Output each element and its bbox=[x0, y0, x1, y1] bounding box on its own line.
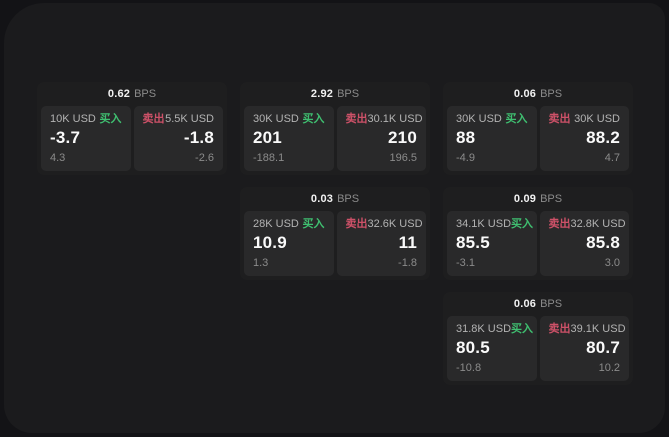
sell-cell[interactable]: 卖出 30.1K USD 210 196.5 bbox=[336, 106, 426, 171]
buy-cell[interactable]: 30K USD 买入 88 -4.9 bbox=[447, 106, 537, 171]
sell-delta: 196.5 bbox=[389, 152, 417, 164]
buy-cell[interactable]: 34.1K USD 买入 85.5 -3.1 bbox=[447, 211, 537, 276]
sell-side-label: 卖出 bbox=[345, 218, 368, 230]
quote-card: 0.03 BPS 28K USD 买入 10.9 1.3 卖出 32.6K US… bbox=[240, 187, 430, 280]
buy-side-label: 买入 bbox=[511, 218, 534, 230]
card-body: 31.8K USD 买入 80.5 -10.8 卖出 39.1K USD 80.… bbox=[447, 316, 629, 381]
bps-value: 0.62 bbox=[107, 88, 131, 100]
sell-price: -1.8 bbox=[183, 128, 214, 147]
sell-price: 210 bbox=[388, 128, 417, 147]
sell-amount: 32.6K USD bbox=[367, 218, 423, 230]
sell-delta: 10.2 bbox=[598, 362, 620, 374]
quote-card: 2.92 BPS 30K USD 买入 201 -188.1 卖出 30.1K … bbox=[240, 82, 430, 175]
card-header: 0.06 BPS bbox=[447, 292, 629, 316]
buy-delta: 1.3 bbox=[253, 257, 269, 269]
bps-unit: BPS bbox=[540, 298, 563, 310]
card-header: 0.62 BPS bbox=[41, 82, 223, 106]
bps-value: 0.06 bbox=[513, 88, 537, 100]
buy-side-label: 买入 bbox=[505, 113, 528, 125]
buy-side-label: 买入 bbox=[511, 323, 534, 335]
card-header: 0.06 BPS bbox=[447, 82, 629, 106]
sell-delta: -2.6 bbox=[195, 152, 214, 164]
buy-delta: 4.3 bbox=[50, 152, 66, 164]
sell-cell[interactable]: 卖出 30K USD 88.2 4.7 bbox=[539, 106, 629, 171]
quote-card: 0.09 BPS 34.1K USD 买入 85.5 -3.1 卖出 32.8K… bbox=[443, 187, 633, 280]
buy-cell[interactable]: 31.8K USD 买入 80.5 -10.8 bbox=[447, 316, 537, 381]
sell-delta: 3.0 bbox=[604, 257, 620, 269]
bps-unit: BPS bbox=[540, 88, 563, 100]
sell-delta: 4.7 bbox=[604, 152, 620, 164]
buy-cell[interactable]: 10K USD 买入 -3.7 4.3 bbox=[41, 106, 131, 171]
bps-value: 0.06 bbox=[513, 298, 537, 310]
sell-cell[interactable]: 卖出 39.1K USD 80.7 10.2 bbox=[539, 316, 629, 381]
sell-delta: -1.8 bbox=[398, 257, 417, 269]
sell-amount: 5.5K USD bbox=[165, 113, 214, 125]
quote-card: 0.06 BPS 30K USD 买入 88 -4.9 卖出 30K USD bbox=[443, 82, 633, 175]
buy-price: 88 bbox=[456, 128, 476, 147]
sell-cell[interactable]: 卖出 5.5K USD -1.8 -2.6 bbox=[133, 106, 223, 171]
card-header: 0.03 BPS bbox=[244, 187, 426, 211]
sell-price: 11 bbox=[398, 233, 417, 252]
buy-delta: -3.1 bbox=[456, 257, 475, 269]
quote-card: 0.62 BPS 10K USD 买入 -3.7 4.3 卖出 5.5K USD bbox=[37, 82, 227, 175]
card-body: 30K USD 买入 88 -4.9 卖出 30K USD 88.2 4.7 bbox=[447, 106, 629, 171]
sell-amount: 30K USD bbox=[574, 113, 620, 125]
sell-amount: 32.8K USD bbox=[570, 218, 626, 230]
buy-side-label: 买入 bbox=[302, 113, 325, 125]
buy-amount: 10K USD bbox=[50, 113, 96, 125]
card-body: 30K USD 买入 201 -188.1 卖出 30.1K USD 210 1… bbox=[244, 106, 426, 171]
sell-cell[interactable]: 卖出 32.6K USD 11 -1.8 bbox=[336, 211, 426, 276]
card-body: 34.1K USD 买入 85.5 -3.1 卖出 32.8K USD 85.8… bbox=[447, 211, 629, 276]
quote-card: 0.06 BPS 31.8K USD 买入 80.5 -10.8 卖出 39.1… bbox=[443, 292, 633, 385]
sell-cell[interactable]: 卖出 32.8K USD 85.8 3.0 bbox=[539, 211, 629, 276]
sell-amount: 39.1K USD bbox=[570, 323, 626, 335]
buy-price: -3.7 bbox=[50, 128, 81, 147]
buy-price: 80.5 bbox=[456, 338, 490, 357]
main-panel: 0.62 BPS 10K USD 买入 -3.7 4.3 卖出 5.5K USD bbox=[4, 3, 665, 433]
buy-delta: -188.1 bbox=[253, 152, 285, 164]
buy-delta: -10.8 bbox=[456, 362, 482, 374]
sell-price: 85.8 bbox=[586, 233, 620, 252]
buy-delta: -4.9 bbox=[456, 152, 475, 164]
buy-amount: 28K USD bbox=[253, 218, 299, 230]
sell-side-label: 卖出 bbox=[548, 113, 571, 125]
bps-value: 2.92 bbox=[310, 88, 334, 100]
sell-price: 80.7 bbox=[586, 338, 620, 357]
card-body: 28K USD 买入 10.9 1.3 卖出 32.6K USD 11 -1.8 bbox=[244, 211, 426, 276]
bps-unit: BPS bbox=[337, 193, 360, 205]
buy-amount: 31.8K USD bbox=[456, 323, 512, 335]
buy-price: 85.5 bbox=[456, 233, 490, 252]
bps-unit: BPS bbox=[540, 193, 563, 205]
quote-card-grid: 0.62 BPS 10K USD 买入 -3.7 4.3 卖出 5.5K USD bbox=[37, 82, 633, 385]
buy-cell[interactable]: 30K USD 买入 201 -188.1 bbox=[244, 106, 334, 171]
card-header: 0.09 BPS bbox=[447, 187, 629, 211]
bps-unit: BPS bbox=[134, 88, 157, 100]
bps-value: 0.03 bbox=[310, 193, 334, 205]
buy-price: 201 bbox=[253, 128, 282, 147]
sell-side-label: 卖出 bbox=[548, 218, 571, 230]
sell-side-label: 卖出 bbox=[548, 323, 571, 335]
bps-value: 0.09 bbox=[513, 193, 537, 205]
sell-side-label: 卖出 bbox=[345, 113, 368, 125]
buy-side-label: 买入 bbox=[99, 113, 122, 125]
buy-side-label: 买入 bbox=[302, 218, 325, 230]
buy-price: 10.9 bbox=[253, 233, 287, 252]
card-body: 10K USD 买入 -3.7 4.3 卖出 5.5K USD -1.8 -2.… bbox=[41, 106, 223, 171]
card-header: 2.92 BPS bbox=[244, 82, 426, 106]
sell-side-label: 卖出 bbox=[142, 113, 165, 125]
bps-unit: BPS bbox=[337, 88, 360, 100]
buy-amount: 30K USD bbox=[253, 113, 299, 125]
buy-cell[interactable]: 28K USD 买入 10.9 1.3 bbox=[244, 211, 334, 276]
buy-amount: 30K USD bbox=[456, 113, 502, 125]
sell-price: 88.2 bbox=[586, 128, 620, 147]
sell-amount: 30.1K USD bbox=[367, 113, 423, 125]
buy-amount: 34.1K USD bbox=[456, 218, 512, 230]
